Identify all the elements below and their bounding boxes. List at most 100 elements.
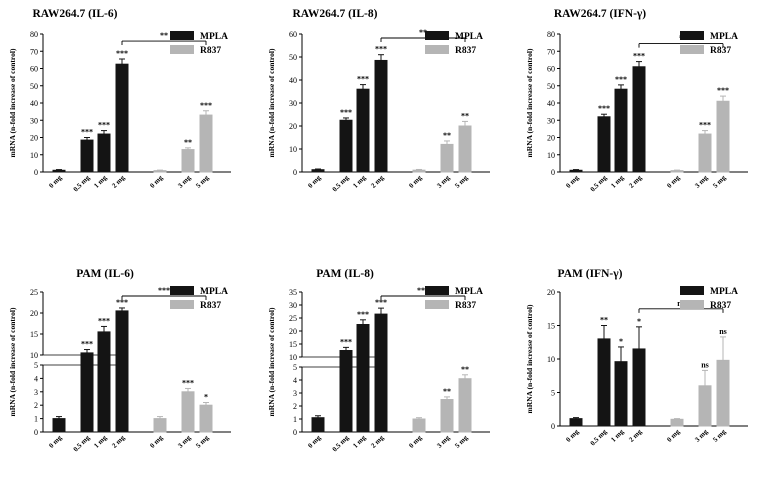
bar-mpla [80, 352, 94, 433]
bar-mpla [97, 331, 111, 433]
significance-label: *** [375, 298, 387, 307]
chart-title: RAW264.7 (IL-6) [33, 8, 118, 20]
x-tick-label: 3 mg [435, 173, 451, 189]
y-tick-label: 4 [34, 374, 38, 383]
legend-swatch-r837 [170, 45, 194, 54]
legend-label: R837 [455, 46, 476, 56]
x-tick-label: 1 mg [351, 433, 367, 449]
bar-mpla [614, 88, 628, 173]
x-tick-label: 0.5 mg [72, 433, 92, 453]
significance-label: *** [98, 316, 110, 325]
significance-label: *** [357, 310, 369, 319]
significance-label: ns [719, 327, 727, 336]
y-tick-label: 15 [30, 330, 38, 339]
x-tick-label: 2 mg [627, 173, 643, 189]
significance-label: *** [200, 101, 212, 110]
significance-label: ** [461, 365, 469, 374]
chart-panel: PAM (IL-6) mRNA (n-fold increase of contr… [8, 268, 231, 453]
x-tick-label: 0 mg [148, 433, 164, 449]
bar-r837 [458, 125, 472, 173]
y-axis-label: mRNA (n-fold increase of control) [267, 48, 276, 157]
bar-mpla [374, 59, 388, 173]
significance-label: ** [443, 131, 451, 140]
significance-label: ** [461, 111, 469, 120]
legend-swatch-r837 [680, 45, 704, 54]
chart-panel: PAM (IFN-γ) mRNA (n-fold increase of cont… [525, 268, 748, 447]
significance-label: *** [598, 104, 610, 113]
y-tick-label: 15 [547, 322, 555, 331]
legend-label: MPLA [710, 32, 738, 42]
y-tick-label: 70 [547, 47, 555, 56]
x-tick-label: 0 mg [665, 427, 681, 443]
legend-label: R837 [200, 46, 221, 56]
y-tick-label: 0 [293, 428, 297, 437]
x-tick-label: 0.5 mg [72, 173, 92, 193]
y-tick-label: 1 [293, 415, 297, 424]
y-tick-label: 1 [34, 415, 38, 424]
y-tick-label: 3 [293, 389, 297, 398]
y-tick-label: 80 [547, 30, 555, 39]
significance-label: *** [717, 86, 729, 95]
x-tick-label: 0 mg [564, 173, 580, 189]
significance-label: *** [340, 108, 352, 117]
significance-label: *** [81, 340, 93, 349]
x-tick-label: 0.5 mg [331, 433, 351, 453]
x-tick-label: 1 mg [609, 427, 625, 443]
legend-label: MPLA [200, 32, 228, 42]
y-tick-label: 40 [289, 76, 297, 85]
comparison-significance: *** [158, 286, 170, 295]
x-tick-label: 5 mg [711, 173, 727, 189]
x-tick-label: 0 mg [665, 173, 681, 189]
legend-swatch-mpla [425, 31, 449, 40]
bar-mpla [311, 169, 325, 173]
significance-label: *** [81, 128, 93, 137]
y-tick-label: 2 [34, 401, 38, 410]
y-tick-label: 0 [34, 428, 38, 437]
chart-title: PAM (IL-8) [316, 268, 374, 280]
chart-panel: PAM (IL-8) mRNA (n-fold increase of contr… [267, 268, 490, 453]
y-axis-label: mRNA (n-fold increase of control) [267, 307, 276, 416]
y-tick-label: 5 [551, 389, 555, 398]
y-tick-label: 20 [547, 134, 555, 143]
y-tick-label: 20 [30, 134, 38, 143]
bar-r837 [716, 359, 730, 427]
chart-title: PAM (IFN-γ) [558, 268, 623, 280]
y-tick-label: 60 [289, 30, 297, 39]
x-tick-label: 0 mg [47, 173, 63, 189]
bar-r837 [440, 143, 454, 173]
x-tick-label: 3 mg [693, 427, 709, 443]
significance-label: ** [443, 387, 451, 396]
bar-r837 [412, 169, 426, 173]
significance-label: *** [182, 378, 194, 387]
chart-panel: RAW264.7 (IFN-γ) mRNA (n-fold increase of… [525, 8, 748, 193]
significance-label: ns [701, 360, 709, 369]
x-tick-label: 0 mg [148, 173, 164, 189]
bar-mpla [52, 418, 66, 433]
bar-mpla [597, 338, 611, 427]
y-tick-label: 60 [30, 65, 38, 74]
x-tick-label: 0 mg [306, 433, 322, 449]
y-tick-label: 35 [289, 288, 297, 297]
legend-label: MPLA [455, 287, 483, 297]
bar-mpla [614, 361, 628, 427]
y-tick-label: 60 [547, 65, 555, 74]
bar-mpla [374, 313, 388, 433]
significance-label: *** [615, 75, 627, 84]
legend-swatch-mpla [170, 286, 194, 295]
y-tick-label: 50 [30, 82, 38, 91]
legend-label: R837 [200, 301, 221, 311]
y-tick-label: 10 [30, 351, 38, 360]
y-tick-label: 20 [547, 288, 555, 297]
bar-mpla [597, 116, 611, 173]
bar-mpla [569, 169, 583, 173]
chart-title: PAM (IL-6) [76, 268, 134, 280]
y-tick-label: 25 [289, 314, 297, 323]
y-tick-label: 80 [30, 30, 38, 39]
x-tick-label: 0.5 mg [331, 173, 351, 193]
y-tick-label: 10 [547, 151, 555, 160]
comparison-significance: ** [160, 31, 168, 40]
y-tick-label: 25 [30, 288, 38, 297]
bar-mpla [632, 66, 646, 173]
legend-label: R837 [710, 301, 731, 311]
